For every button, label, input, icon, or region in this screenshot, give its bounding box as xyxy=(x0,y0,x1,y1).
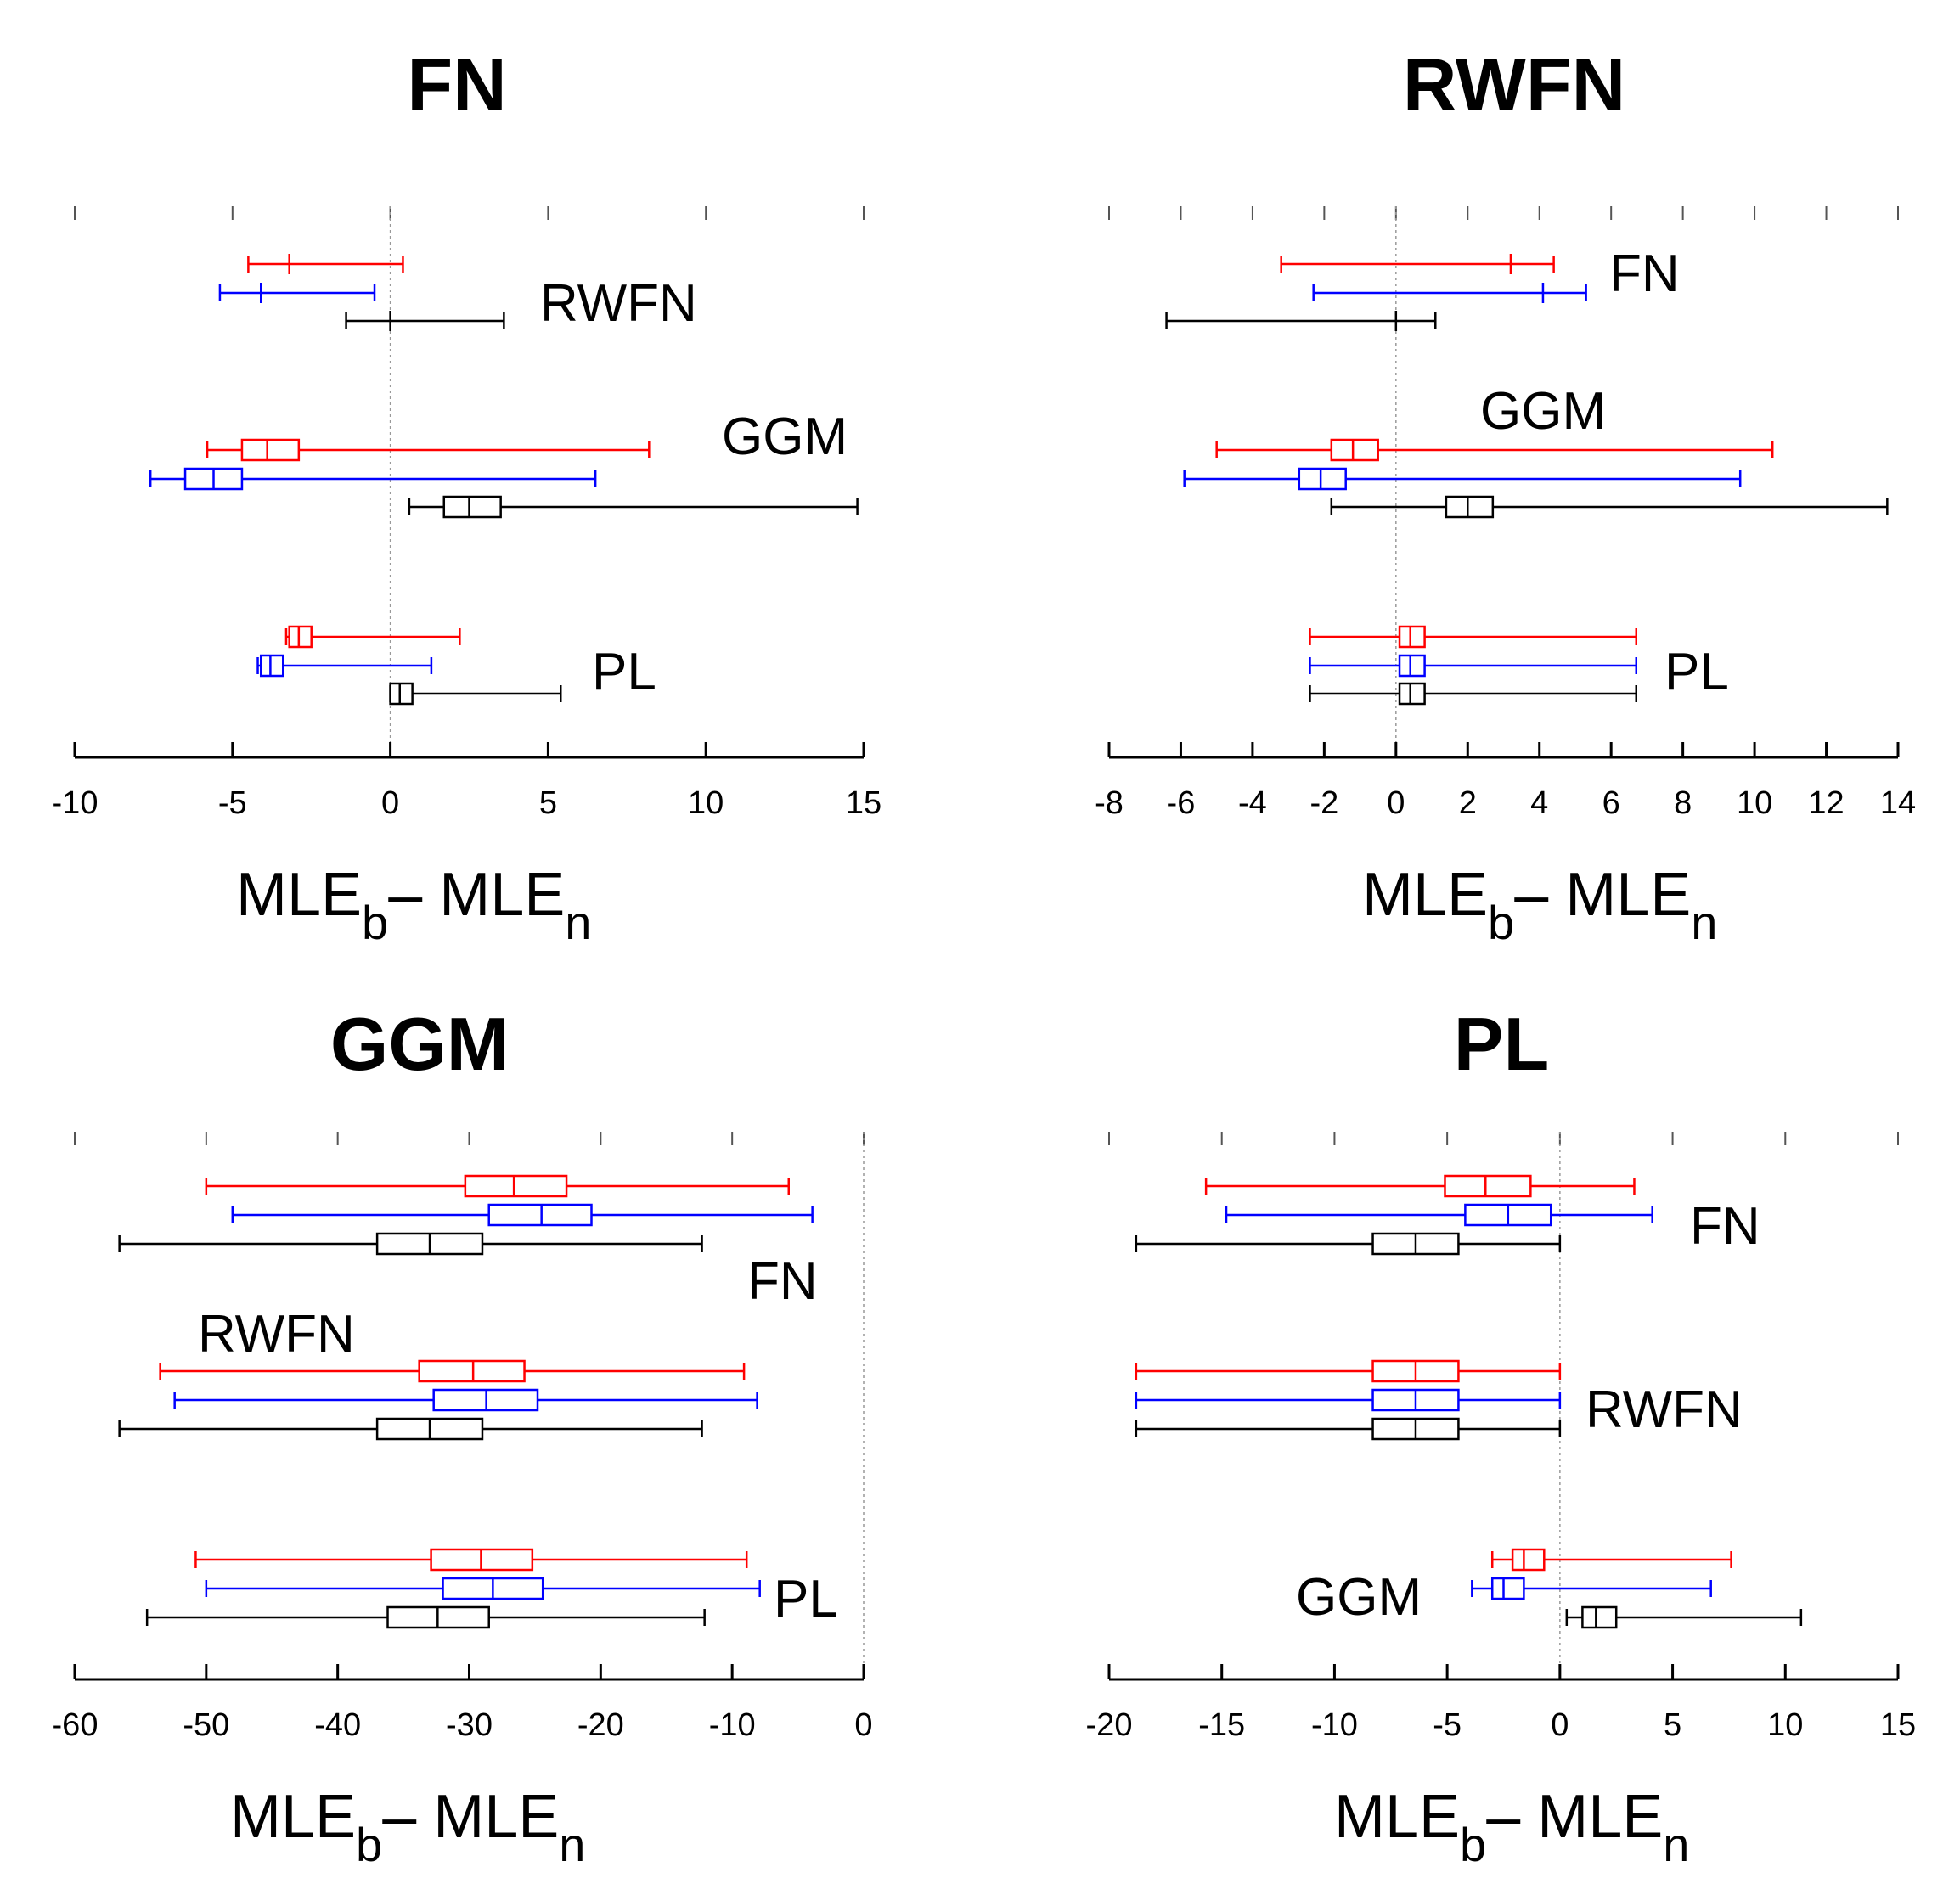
panel4-group-label-rwfn: RWFN xyxy=(1585,1380,1743,1439)
panel3-x-tick-label: -50 xyxy=(183,1707,229,1743)
panel3-x-tick-label: -10 xyxy=(709,1707,756,1743)
panel4-x-tick-label: 15 xyxy=(1880,1707,1916,1743)
panel2-title: RWFN xyxy=(1403,42,1625,127)
panel2-x-axis-label: MLEb– MLEn xyxy=(1362,861,1717,949)
panel3-group-label-rwfn: RWFN xyxy=(198,1305,355,1364)
panel4-x-tick-label: 10 xyxy=(1767,1707,1803,1743)
panel1-title: FN xyxy=(407,42,506,127)
panel1-group-label-pl: PL xyxy=(592,643,656,701)
x-axis-label-dash: – MLE xyxy=(382,1783,559,1851)
x-axis-label-dash: – MLE xyxy=(1486,1783,1663,1851)
panel4-title: PL xyxy=(1454,1002,1549,1086)
panel4-group-label-fn: FN xyxy=(1690,1197,1760,1256)
x-axis-label-main: MLE xyxy=(1334,1783,1460,1851)
x-axis-label-sub-n: n xyxy=(559,1818,585,1871)
panel4-x-tick-label: 5 xyxy=(1664,1707,1681,1743)
panel4-group-1-series-1-box xyxy=(1444,1174,1532,1198)
panel2-group-3-series-2-box xyxy=(1398,654,1426,678)
panel3-x-tick-label: -60 xyxy=(52,1707,99,1743)
panel2-x-tick-label: 6 xyxy=(1602,785,1620,821)
x-axis-label-dash: – MLE xyxy=(1514,861,1691,929)
panel2-x-tick-label: 0 xyxy=(1387,785,1405,821)
panel2-group-label-ggm: GGM xyxy=(1480,382,1606,441)
panel4-x-tick-label: -15 xyxy=(1198,1707,1245,1743)
x-axis-label-dash: – MLE xyxy=(388,861,565,929)
panel3-group-2-series-1-box xyxy=(418,1359,526,1383)
panel4-group-3-series-2-box xyxy=(1490,1577,1525,1600)
panel3-group-1-series-2-box xyxy=(487,1203,593,1227)
panel2-x-tick-label: 10 xyxy=(1737,785,1772,821)
panel1-group-2-series-1-box xyxy=(240,438,301,462)
panel2-x-tick-label: -8 xyxy=(1095,785,1124,821)
panel2-group-label-fn: FN xyxy=(1609,245,1680,303)
panel1-group-3-series-2-box xyxy=(259,654,284,678)
panel2-x-tick-label: -2 xyxy=(1309,785,1338,821)
panel3-group-label-fn: FN xyxy=(747,1252,818,1311)
panel4-group-3-series-1-box xyxy=(1511,1548,1546,1572)
panel3-x-tick-label: -20 xyxy=(577,1707,624,1743)
panel4-x-tick-label: -5 xyxy=(1433,1707,1462,1743)
x-axis-label-main: MLE xyxy=(230,1783,356,1851)
panel2-group-2-series-1-box xyxy=(1330,438,1379,462)
panel1-group-3-series-1-box xyxy=(288,625,313,649)
panel2-x-tick-label: 8 xyxy=(1674,785,1692,821)
panel3-x-axis-label: MLEb– MLEn xyxy=(230,1783,585,1871)
x-axis-label-sub-b: b xyxy=(356,1818,382,1871)
panel1-x-tick-label: -10 xyxy=(52,785,99,821)
panel3-x-tick-label: -40 xyxy=(314,1707,361,1743)
panel4-x-tick-label: -10 xyxy=(1311,1707,1358,1743)
panel1-x-tick-label: 0 xyxy=(381,785,399,821)
panel2-group-2-series-2-box xyxy=(1298,467,1347,491)
x-axis-label-main: MLE xyxy=(1362,861,1488,929)
x-axis-label-sub-n: n xyxy=(1663,1818,1689,1871)
panel2-group-2-series-3-box xyxy=(1445,495,1495,519)
panel2-group-3-series-3-box xyxy=(1398,682,1426,706)
panel2-x-tick-label: 14 xyxy=(1880,785,1916,821)
panel2-x-tick-label: 12 xyxy=(1808,785,1844,821)
panel1-x-tick-label: -5 xyxy=(218,785,247,821)
panel2-x-tick-label: 2 xyxy=(1459,785,1477,821)
panel4-group-3-series-3-box xyxy=(1581,1605,1618,1629)
panel4-x-axis-label: MLEb– MLEn xyxy=(1334,1783,1689,1871)
panel1-group-label-rwfn: RWFN xyxy=(540,274,697,333)
panel1-x-tick-label: 5 xyxy=(539,785,557,821)
panel3-group-1-series-1-box xyxy=(464,1174,568,1198)
panel3-group-label-pl: PL xyxy=(774,1570,838,1628)
panel3-x-tick-label: -30 xyxy=(446,1707,493,1743)
panel1-group-label-ggm: GGM xyxy=(722,408,848,466)
panel1-group-2-series-3-box xyxy=(442,495,502,519)
panel1-x-tick-label: 10 xyxy=(688,785,724,821)
x-axis-label-sub-n: n xyxy=(1691,896,1717,949)
panel2-x-tick-label: -4 xyxy=(1238,785,1267,821)
x-axis-label-sub-n: n xyxy=(565,896,591,949)
panel3-x-tick-label: 0 xyxy=(854,1707,872,1743)
x-axis-label-sub-b: b xyxy=(1488,896,1514,949)
panel3-title: GGM xyxy=(330,1002,509,1086)
x-axis-label-main: MLE xyxy=(236,861,362,929)
panel4-x-tick-label: -20 xyxy=(1086,1707,1133,1743)
panel1-x-tick-label: 15 xyxy=(846,785,881,821)
panel2-x-tick-label: -6 xyxy=(1167,785,1196,821)
panel4-group-label-ggm: GGM xyxy=(1296,1568,1422,1627)
panel2-group-label-pl: PL xyxy=(1664,643,1729,701)
x-axis-label-sub-b: b xyxy=(1460,1818,1486,1871)
panel1-x-axis-label: MLEb– MLEn xyxy=(236,861,591,949)
x-axis-label-sub-b: b xyxy=(362,896,388,949)
panel1-group-3-series-3-box xyxy=(389,682,414,706)
panel2-x-tick-label: 4 xyxy=(1530,785,1548,821)
panel2-group-3-series-1-box xyxy=(1398,625,1426,649)
panel4-x-tick-label: 0 xyxy=(1551,1707,1569,1743)
